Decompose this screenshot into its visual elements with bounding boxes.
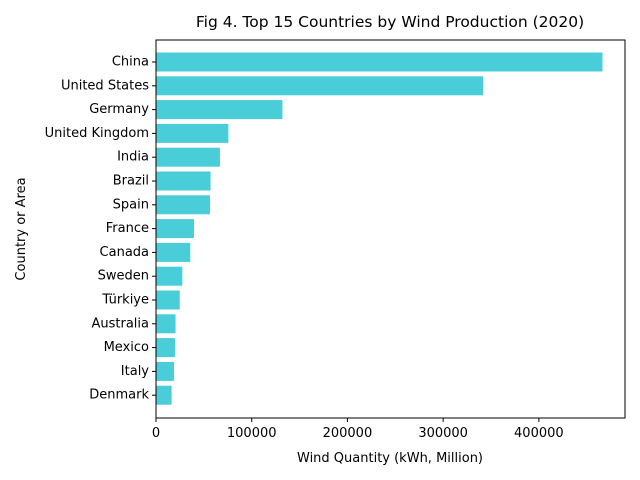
bar-7 [156, 219, 194, 239]
y-axis-ticks: China United States Germany United Kingdom I… [45, 55, 156, 403]
bar-5 [156, 171, 211, 191]
x-tick-label: 400000 [514, 426, 564, 441]
y-tick-label: Spain [113, 197, 149, 212]
y-tick-label: China [112, 55, 149, 70]
y-tick-label: Sweden [98, 269, 149, 284]
y-tick-label: Australia [91, 316, 149, 331]
y-tick-label: Brazil [113, 174, 149, 189]
y-tick-label: Denmark [89, 388, 149, 403]
y-tick-label: Italy [121, 364, 150, 379]
y-tick-label: United Kingdom [45, 126, 149, 141]
bar-4 [156, 147, 220, 167]
x-tick-label: 0 [152, 426, 160, 441]
bar-13 [156, 361, 174, 381]
x-tick-label: 200000 [323, 426, 373, 441]
bar-0 [156, 52, 603, 72]
x-axis-title: Wind Quantity (kWh, Million) [297, 451, 483, 466]
y-tick-label: Türkiye [101, 293, 149, 308]
bar-3 [156, 123, 229, 143]
plot-frame [155, 39, 626, 419]
y-tick-label: United States [61, 78, 149, 93]
y-tick-label: Canada [100, 245, 149, 260]
y-tick-label: India [117, 150, 149, 165]
y-tick-label: France [106, 221, 149, 236]
chart-title: Fig 4. Top 15 Countries by Wind Producti… [196, 13, 584, 31]
bar-1 [156, 76, 484, 96]
x-tick-label: 300000 [418, 426, 468, 441]
y-axis-title: Country or Area [14, 177, 29, 280]
bar-8 [156, 242, 191, 262]
x-tick-label: 100000 [227, 426, 277, 441]
y-tick-label: Mexico [104, 340, 149, 355]
bar-11 [156, 314, 176, 334]
bar-14 [156, 385, 172, 405]
axes-group [155, 39, 626, 419]
bars-group [156, 52, 603, 405]
bar-10 [156, 290, 180, 310]
bar-6 [156, 195, 210, 215]
bar-9 [156, 266, 183, 286]
y-tick-label: Germany [89, 102, 149, 117]
bar-2 [156, 100, 283, 120]
x-axis-ticks: 0 100000 200000 300000 400000 [152, 418, 564, 441]
bar-12 [156, 338, 175, 358]
